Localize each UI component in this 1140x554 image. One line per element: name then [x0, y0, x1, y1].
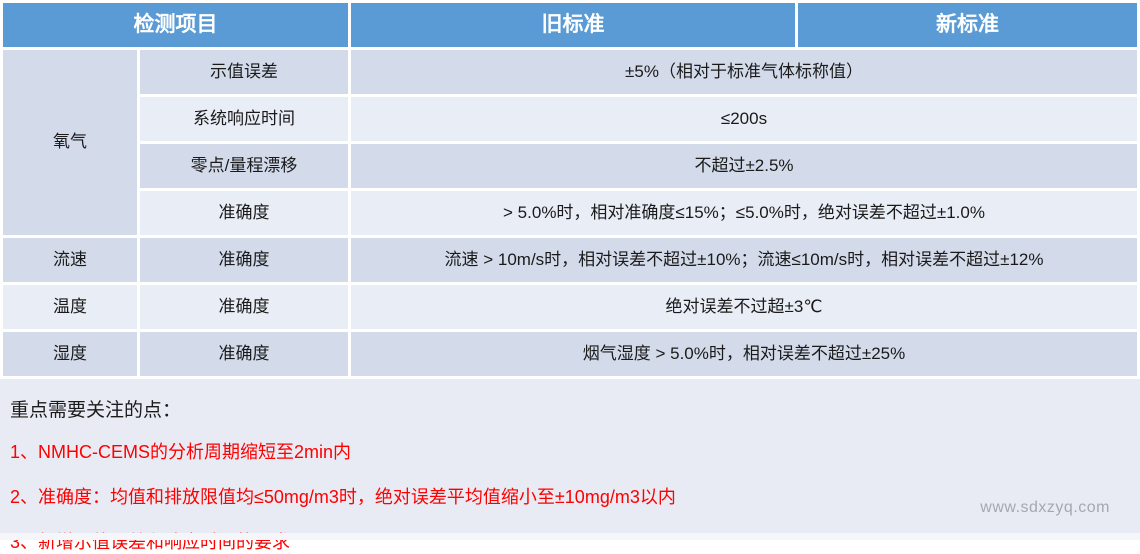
group-cell-oxygen: 氧气	[3, 50, 137, 235]
header-detection-item: 检测项目	[3, 3, 348, 47]
group-cell-temperature: 温度	[3, 285, 137, 329]
key-point-1: 1、NMHC-CEMS的分析周期缩短至2min内	[10, 442, 352, 462]
key-point-2: 2、准确度：均值和排放限值均≤50mg/m3时，绝对误差平均值缩小至±10mg/…	[10, 487, 676, 507]
param-cell: 准确度	[140, 332, 348, 376]
value-cell: ±5%（相对于标准气体标称值）	[351, 50, 1137, 94]
param-cell: 零点/量程漂移	[140, 144, 348, 188]
param-cell: 示值误差	[140, 50, 348, 94]
value-cell: ≤200s	[351, 97, 1137, 141]
param-cell: 准确度	[140, 285, 348, 329]
watermark-url: www.sdxzyq.com	[980, 499, 1110, 516]
group-cell-humidity: 湿度	[3, 332, 137, 376]
value-cell: > 5.0%时，相对准确度≤15%；≤5.0%时，绝对误差不超过±1.0%	[351, 191, 1137, 235]
bottom-edge-strip	[0, 533, 1140, 540]
key-point-3: 3、新增示值误差和响应时间的要求	[10, 532, 291, 552]
param-cell: 准确度	[140, 191, 348, 235]
standards-comparison-table: 检测项目 旧标准 新标准 氧气 示值误差 ±5%（相对于标准气体标称值） 系统响…	[3, 3, 1137, 376]
value-cell: 烟气湿度 > 5.0%时，相对误差不超过±25%	[351, 332, 1137, 376]
key-points-section: 重点需要关注的点： 1、NMHC-CEMS的分析周期缩短至2min内 2、准确度…	[0, 379, 1140, 552]
param-cell: 准确度	[140, 238, 348, 282]
param-cell: 系统响应时间	[140, 97, 348, 141]
value-cell: 不超过±2.5%	[351, 144, 1137, 188]
header-old-standard: 旧标准	[351, 3, 795, 47]
value-cell: 绝对误差不过超±3℃	[351, 285, 1137, 329]
header-new-standard: 新标准	[798, 3, 1137, 47]
value-cell: 流速 > 10m/s时，相对误差不超过±10%；流速≤10m/s时，相对误差不超…	[351, 238, 1137, 282]
group-cell-flow-rate: 流速	[3, 238, 137, 282]
key-points-title: 重点需要关注的点：	[10, 400, 182, 421]
